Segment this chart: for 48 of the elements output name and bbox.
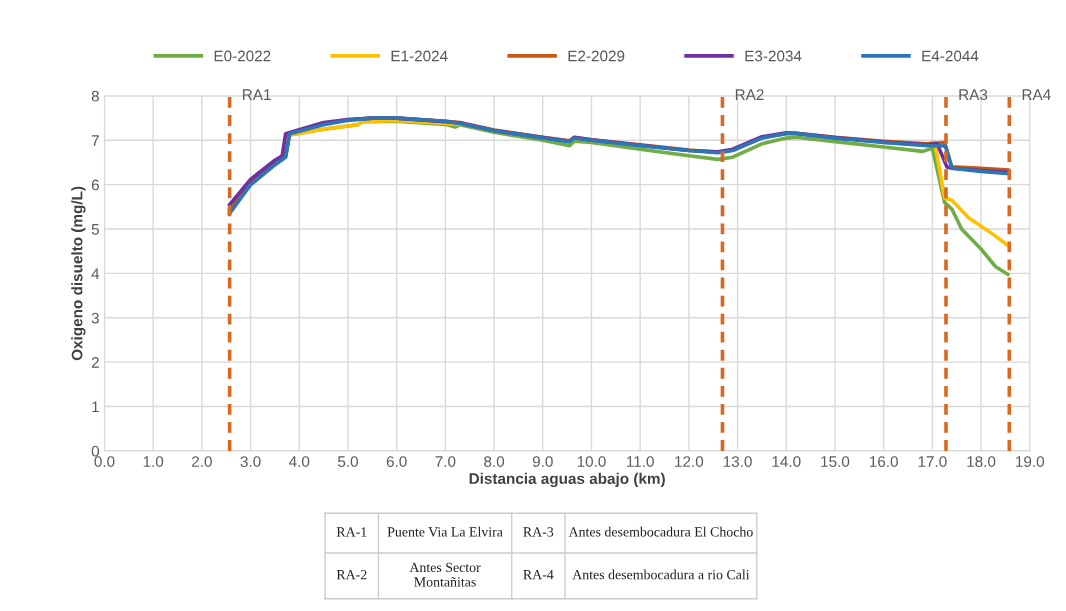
y-tick-label: 3 xyxy=(91,312,99,324)
ref-line-label: RA4 xyxy=(1022,89,1051,100)
y-tick-label: 1 xyxy=(92,401,99,413)
x-tick-label: 14.0 xyxy=(772,456,801,467)
y-tick-label: 4 xyxy=(91,268,100,279)
x-tick-label: 6.0 xyxy=(386,456,407,467)
x-tick-label: 3.0 xyxy=(240,456,261,467)
text: Puente Via La Elvira xyxy=(387,526,503,537)
text: RA-3 xyxy=(523,527,554,537)
y-tick-label: 0 xyxy=(91,445,100,457)
x-tick-label: 7.0 xyxy=(435,456,456,467)
ref-line-label: RA1 xyxy=(243,89,271,100)
y-tick-label: 7 xyxy=(91,135,99,146)
text: RA-1 xyxy=(336,527,367,537)
text: Antes desembocadura El Chocho xyxy=(568,526,753,537)
y-tick-label: 6 xyxy=(91,179,99,191)
legend-label: E0-2022 xyxy=(214,50,271,62)
ref-line-label: RA2 xyxy=(735,89,764,100)
x-tick-label: 2.0 xyxy=(192,456,212,467)
x-axis-title: Distancia aguas abajo (km) xyxy=(469,472,665,488)
legend-label: E1-2024 xyxy=(391,50,448,62)
text: RA-2 xyxy=(336,570,367,580)
x-tick-label: 8.0 xyxy=(484,456,505,467)
y-axis-title: Oxigeno disuelto (mg/L) xyxy=(71,186,86,361)
x-tick-label: 19.0 xyxy=(1016,456,1045,467)
y-tick-label: 2 xyxy=(91,357,99,368)
x-tick-label: 0.0 xyxy=(94,456,115,467)
x-tick-label: 16.0 xyxy=(869,456,898,467)
text: RA-4 xyxy=(523,570,554,580)
x-tick-label: 4.0 xyxy=(289,456,310,467)
x-tick-label: 18.0 xyxy=(967,456,996,467)
ref-line-label: RA3 xyxy=(959,89,988,101)
text: Antes Sector Montañitas xyxy=(409,562,481,587)
x-tick-label: 9.0 xyxy=(532,456,553,467)
legend-label: E4-2044 xyxy=(922,50,979,62)
x-tick-label: 12.0 xyxy=(675,456,704,467)
text: Antes desembocadura a rio Cali xyxy=(572,569,750,580)
x-tick-label: 5.0 xyxy=(337,456,358,467)
x-tick-label: 17.0 xyxy=(918,456,947,467)
legend-label: E2-2029 xyxy=(568,50,625,62)
x-tick-label: 10.0 xyxy=(577,456,606,467)
y-tick-label: 8 xyxy=(91,90,99,102)
x-tick-label: 13.0 xyxy=(723,456,752,467)
x-tick-label: 15.0 xyxy=(821,456,850,467)
x-tick-label: 11.0 xyxy=(627,456,654,467)
legend-label: E3-2034 xyxy=(745,50,802,62)
x-tick-label: 1.0 xyxy=(143,456,164,467)
y-tick-label: 5 xyxy=(91,224,99,235)
